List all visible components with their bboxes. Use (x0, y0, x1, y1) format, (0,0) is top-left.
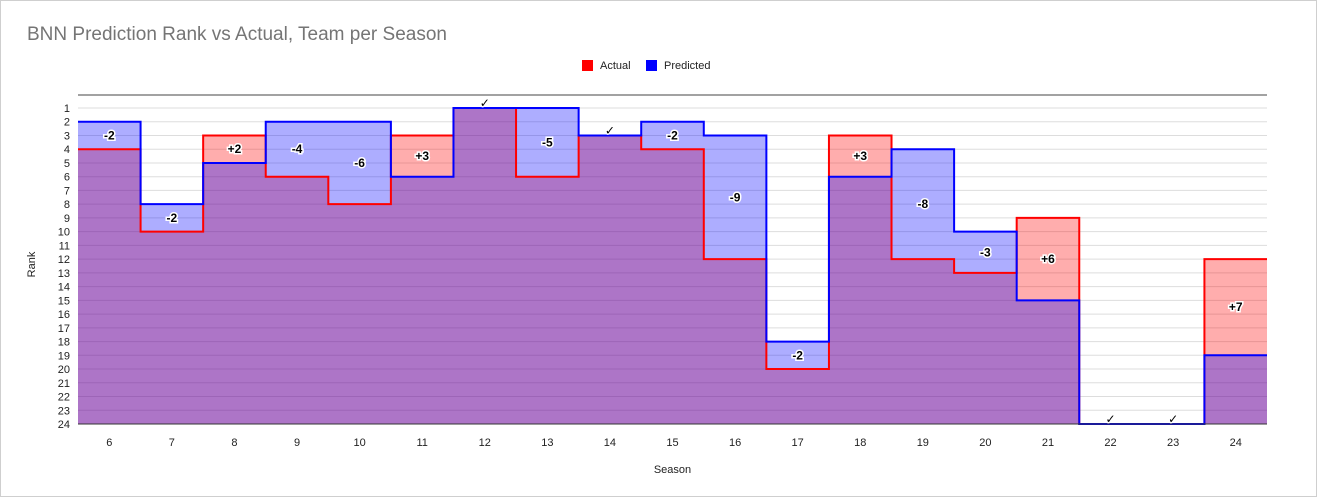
y-tick-label: 1 (64, 103, 70, 115)
x-tick-label: 11 (416, 437, 427, 449)
x-tick-label: 7 (169, 437, 175, 449)
diff-label: ✓ (480, 96, 490, 110)
diff-label: +3 (415, 149, 429, 163)
y-tick-label: 5 (64, 158, 70, 170)
legend-swatch-predicted (646, 60, 657, 71)
y-tick-label: 21 (58, 378, 70, 390)
chart-title: BNN Prediction Rank vs Actual, Team per … (27, 24, 447, 45)
y-tick-label: 3 (64, 130, 70, 142)
x-tick-label: 12 (479, 437, 491, 449)
x-axis-title: Season (654, 464, 691, 476)
x-tick-label: 24 (1230, 437, 1242, 449)
y-tick-label: 18 (58, 337, 70, 349)
x-tick-label: 18 (854, 437, 866, 449)
y-tick-label: 13 (58, 268, 70, 280)
x-tick-label: 19 (917, 437, 929, 449)
diff-label: -3 (980, 245, 991, 259)
diff-label: +6 (1041, 252, 1055, 266)
y-tick-label: 12 (58, 254, 70, 266)
legend-swatch-actual (582, 60, 593, 71)
x-tick-label: 22 (1104, 437, 1116, 449)
diff-label: +2 (228, 142, 242, 156)
y-tick-label: 19 (58, 350, 70, 362)
diff-label: -4 (292, 142, 303, 156)
actual-step-line (78, 107, 1267, 425)
diff-label: -2 (792, 348, 803, 362)
x-tick-label: 23 (1167, 437, 1179, 449)
predicted-area (78, 108, 1267, 424)
diff-label: ✓ (605, 123, 615, 137)
x-tick-label: 17 (792, 437, 804, 449)
diff-label: -2 (167, 211, 178, 225)
y-tick-label: 2 (64, 117, 70, 129)
diff-label: ✓ (1106, 412, 1116, 426)
diff-label: -2 (104, 128, 115, 142)
predicted-step-line (78, 107, 1267, 425)
y-tick-label: 9 (64, 213, 70, 225)
y-tick-label: 23 (58, 405, 70, 417)
y-tick-label: 10 (58, 227, 70, 239)
diff-label: ✓ (1168, 412, 1178, 426)
actual-area (78, 108, 1267, 424)
x-tick-label: 13 (541, 437, 553, 449)
x-tick-label: 8 (231, 437, 237, 449)
x-tick-label: 14 (604, 437, 616, 449)
y-tick-label: 24 (58, 419, 70, 431)
x-tick-label: 20 (979, 437, 991, 449)
diff-label: -8 (917, 197, 928, 211)
x-tick-label: 10 (353, 437, 365, 449)
y-tick-label: 14 (58, 282, 70, 294)
y-tick-label: 20 (58, 364, 70, 376)
y-tick-label: 8 (64, 199, 70, 211)
legend-label-actual: Actual (600, 60, 631, 72)
x-tick-label: 9 (294, 437, 300, 449)
diff-label: -5 (542, 135, 553, 149)
y-tick-label: 22 (58, 392, 70, 404)
x-tick-label: 15 (666, 437, 678, 449)
y-tick-label: 6 (64, 172, 70, 184)
y-tick-label: 7 (64, 185, 70, 197)
diff-label: +7 (1229, 300, 1243, 314)
x-tick-label: 21 (1042, 437, 1054, 449)
y-tick-label: 15 (58, 295, 70, 307)
y-tick-label: 17 (58, 323, 70, 335)
x-tick-label: 6 (106, 437, 112, 449)
diff-label: -9 (730, 190, 741, 204)
diff-label: -2 (667, 128, 678, 142)
y-tick-label: 4 (64, 144, 70, 156)
y-tick-label: 16 (58, 309, 70, 321)
diff-label: -6 (354, 156, 365, 170)
y-tick-label: 11 (59, 240, 70, 252)
diff-label: +3 (853, 149, 867, 163)
y-axis-title: Rank (26, 251, 38, 277)
x-tick-label: 16 (729, 437, 741, 449)
legend-label-predicted: Predicted (664, 60, 710, 72)
